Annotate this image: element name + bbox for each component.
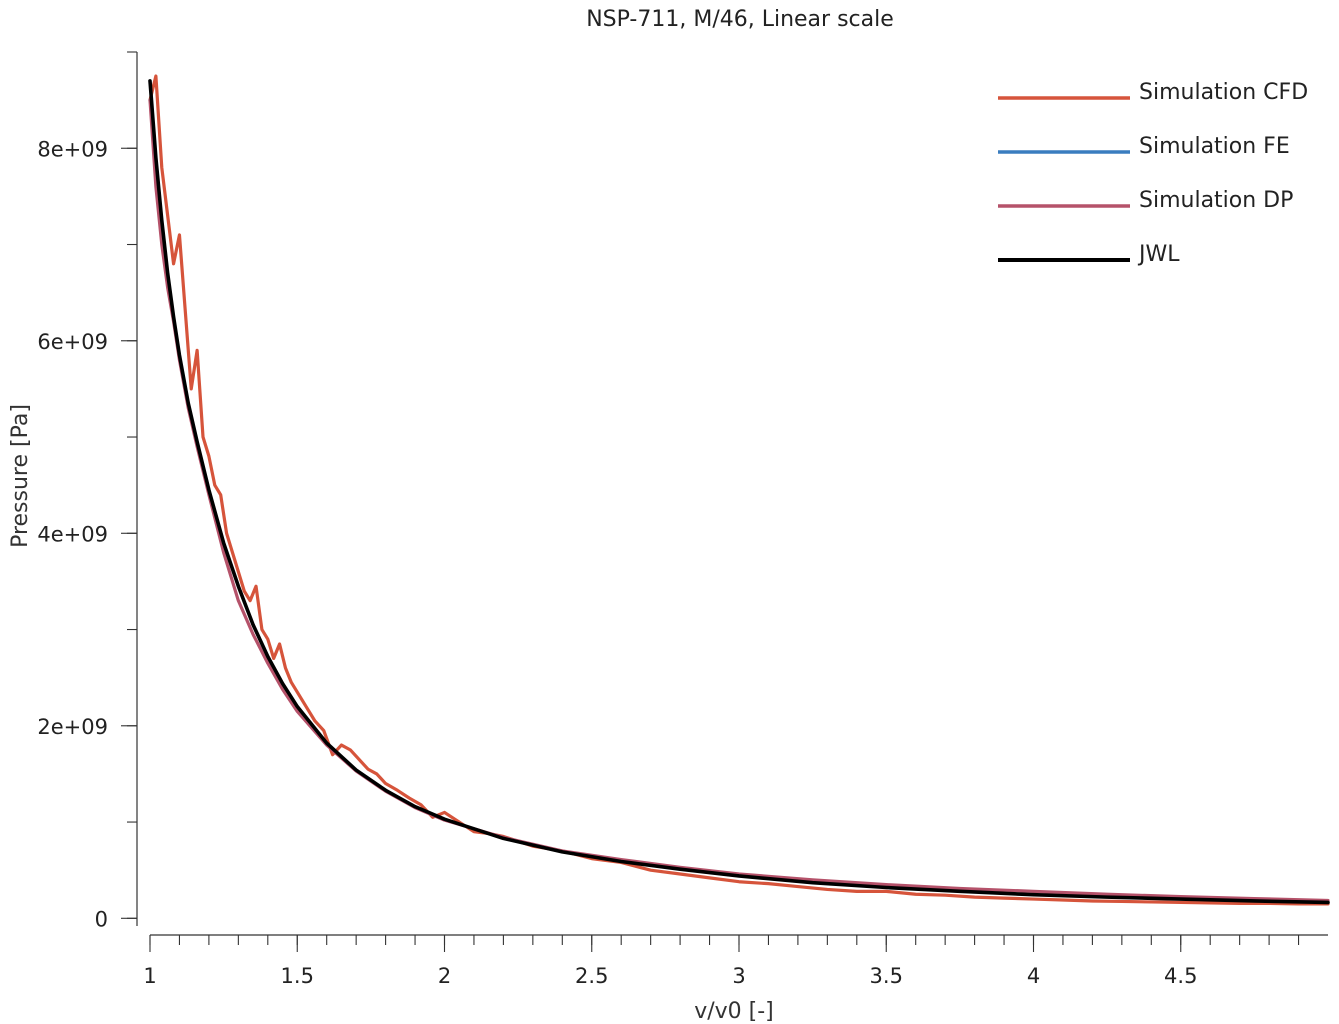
x-tick-label: 3	[732, 964, 745, 988]
series-line-2	[148, 98, 1330, 903]
x-tick-label: 3.5	[870, 964, 903, 988]
y-axis-label: Pressure [Pa]	[8, 404, 33, 548]
x-axis-label: v/v0 [-]	[694, 999, 774, 1024]
y-tick-label: 4e+09	[37, 522, 108, 546]
legend-label-3: JWL	[1137, 242, 1180, 267]
axes-layer: 0 2e+09 4e+09 6e+09 8e+09 1 1.5 2 2.5 3 3.5 4 4.5	[37, 51, 1328, 988]
legend: Simulation CFD Simulation FE Simulation DP…	[998, 80, 1308, 267]
chart-title: NSP-711, M/46, Linear scale	[586, 7, 894, 32]
x-tick-label: 1.5	[281, 964, 314, 988]
x-tick-label: 2.5	[575, 964, 608, 988]
y-tick-label: 6e+09	[37, 330, 108, 354]
series-layer	[148, 74, 1330, 906]
y-tick-label: 2e+09	[37, 715, 108, 739]
x-tick-label: 4.5	[1164, 964, 1197, 988]
x-tick-label: 2	[438, 964, 451, 988]
x-tick-label: 4	[1027, 964, 1040, 988]
y-tick-label: 0	[95, 907, 108, 931]
x-tick-label: 1	[143, 964, 156, 988]
series-line-0	[148, 74, 1330, 906]
legend-label-1: Simulation FE	[1139, 134, 1290, 159]
series-line-3	[148, 79, 1330, 905]
y-tick-label: 8e+09	[37, 137, 108, 161]
legend-label-0: Simulation CFD	[1139, 80, 1308, 105]
legend-label-2: Simulation DP	[1139, 188, 1293, 213]
